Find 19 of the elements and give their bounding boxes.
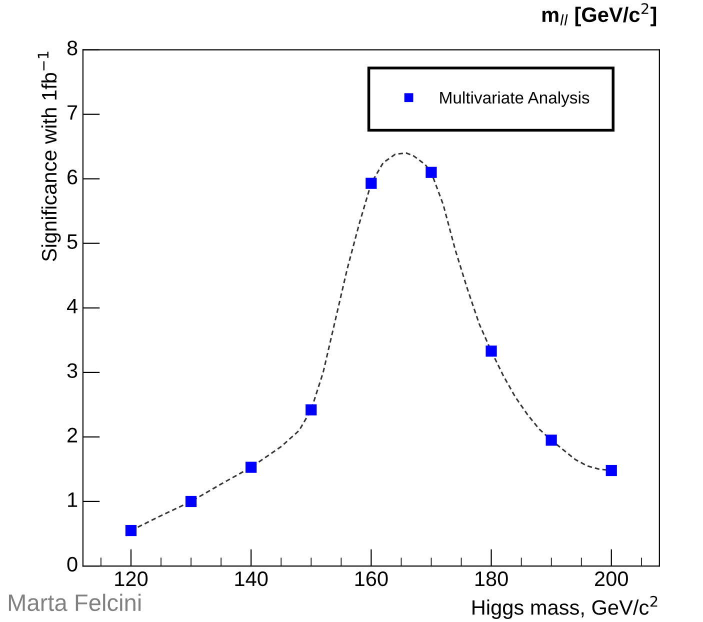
y-tick-label: 6	[68, 170, 78, 184]
y-tick-label: 5	[67, 234, 78, 249]
y-tick-label: 1	[68, 492, 78, 507]
text: Marta Felcini	[8, 594, 141, 612]
y-tick-label: 8	[67, 40, 78, 56]
y-tick-label: 0	[67, 556, 78, 572]
y-tick-label: 4	[66, 298, 78, 314]
x-tick-label: 120	[115, 571, 148, 586]
y-tick-label: 7	[68, 105, 78, 120]
x-tick-label: 180	[475, 571, 508, 586]
text: m$_{ll}$ [GeV/c$^{2}$]	[542, 3, 656, 26]
x-axis-title: Higgs mass, GeV/c$^{2}$	[472, 596, 658, 619]
legend-label: Multivariate Analysis	[440, 91, 590, 107]
y-axis-title: Significance with 1fb$^{−1}$	[38, 52, 61, 262]
y-tick-label: 2	[68, 428, 78, 442]
x-tick-label: 160	[355, 571, 388, 586]
y-tick-label: 3	[67, 363, 78, 378]
x-tick-label: 140	[235, 571, 268, 586]
x-tick-label: 200	[595, 571, 628, 586]
